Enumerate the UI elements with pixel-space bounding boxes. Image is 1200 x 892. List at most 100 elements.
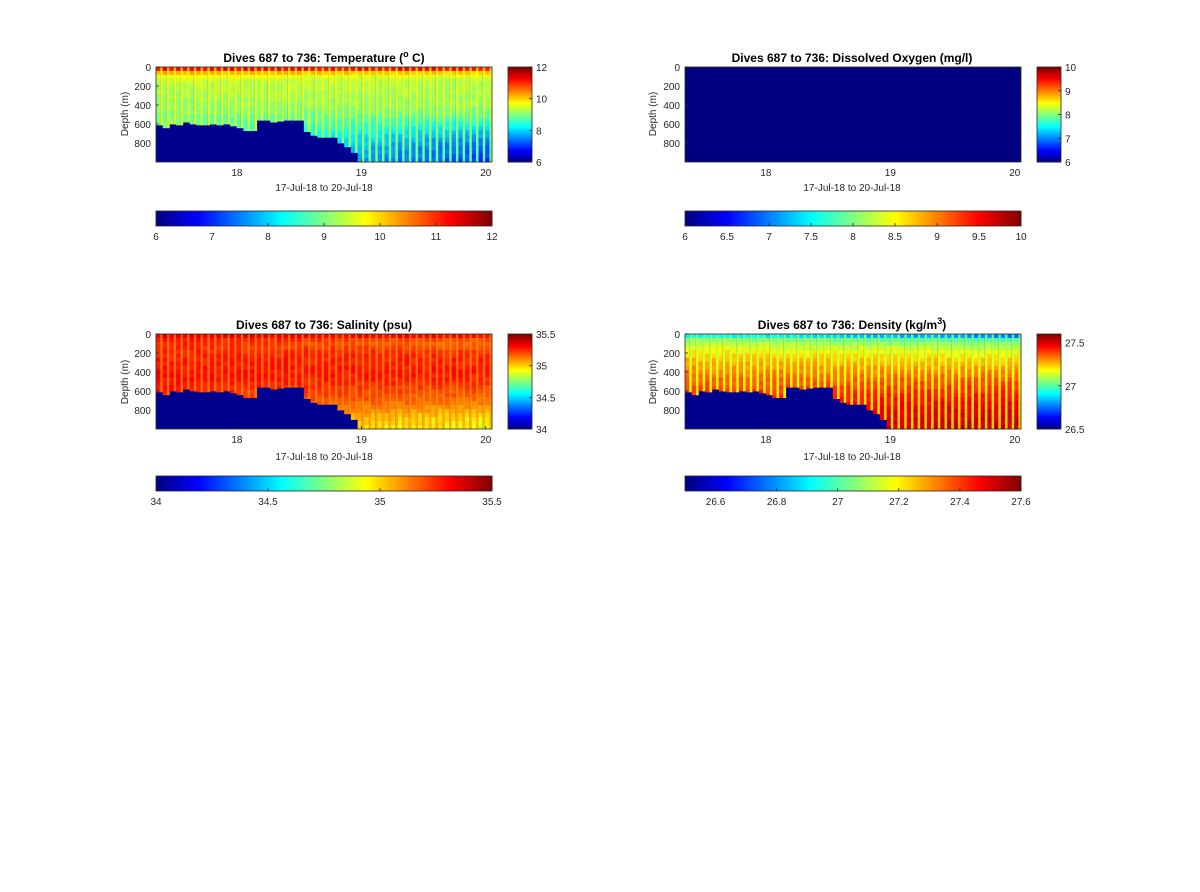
heatmap-cell [240,345,244,351]
heatmap-cell [431,67,436,72]
heatmap-cell [404,397,409,402]
heatmap-cell [203,353,208,359]
heatmap-cell [765,373,770,378]
heatmap-cell [303,389,309,394]
heatmap-cell [287,78,291,84]
heatmap-cell [381,413,385,418]
heatmap-cell [415,98,419,104]
heatmap-cell [415,425,419,430]
heatmap-cell [341,341,345,347]
heatmap-cell [256,118,261,121]
heatmap-cell [478,134,483,139]
heatmap-cell [209,102,214,107]
heatmap-cell [227,70,231,76]
heatmap-cell [476,377,479,382]
heatmap-cell [250,67,255,72]
heatmap-cell [745,345,750,351]
heatmap-cell [742,377,746,382]
heatmap-cell [444,389,450,394]
heatmap-cell [422,409,426,414]
colorbar-swatch [338,476,342,491]
heatmap-cell [695,353,699,359]
heatmap-cell [772,337,777,343]
heatmap-cell [368,94,372,100]
heatmap-cell [482,425,486,430]
colorbar-swatch [1037,147,1061,150]
heatmap-cell [290,334,295,339]
colorbar-tick-label: 9 [1065,87,1071,98]
heatmap-cell [236,381,241,386]
heatmap-cell [308,114,311,119]
heatmap-cell [240,102,244,107]
heatmap-cell [344,98,349,104]
heatmap-cell [350,349,356,355]
heatmap-cell [732,377,737,382]
heatmap-cell [395,353,399,359]
heatmap-cell [418,138,423,143]
heatmap-cell [213,369,217,374]
heatmap-cell [489,341,493,347]
heatmap-cell [213,345,217,351]
heatmap-cell [411,417,416,422]
heatmap-cell [458,361,463,367]
heatmap-cell [308,126,311,131]
heatmap-cell [489,138,493,143]
heatmap-cell [328,334,332,339]
heatmap-cell [328,130,332,135]
heatmap-cell [330,361,335,367]
heatmap-cell [274,74,278,80]
heatmap-cell [424,417,429,422]
heatmap-cell [236,98,241,104]
heatmap-cell [431,130,436,135]
heatmap-cell [489,349,493,355]
heatmap-cell [756,381,760,386]
heatmap-cell [779,377,784,382]
heatmap-cell [729,357,733,363]
heatmap-cell [469,397,473,402]
heatmap-cell [227,349,231,355]
heatmap-cell [695,357,699,363]
colorbar-swatch [508,417,532,420]
heatmap-cell [742,353,746,359]
heatmap-cell [324,67,329,72]
heatmap-cell [695,365,699,371]
heatmap-cell [489,357,493,363]
heatmap-cell [685,337,690,343]
colorbar-swatch [508,102,532,105]
colorbar-swatch [163,211,167,226]
heatmap-cell [229,377,235,382]
heatmap-cell [377,405,382,410]
heatmap-cell [290,361,295,367]
colorbar-swatch [842,211,847,226]
heatmap-cell [317,377,322,382]
heatmap-cell [408,337,412,343]
heatmap-cell [341,114,345,119]
heatmap-cell [418,401,423,406]
heatmap-cell [772,369,777,374]
heatmap-cell [348,369,352,374]
heatmap-cell [348,381,352,386]
heatmap-cell [476,393,479,398]
heatmap-cell [260,78,264,84]
heatmap-cell [187,357,190,363]
heatmap-cell [162,74,167,80]
heatmap-cell [789,337,793,343]
heatmap-cell [449,397,452,402]
heatmap-cell [328,126,332,131]
heatmap-cell [236,106,241,111]
heatmap-cell [415,373,419,378]
heatmap-cell [402,413,405,418]
heatmap-cell [176,377,181,382]
heatmap-cell [776,373,780,378]
heatmap-cell [431,146,436,151]
heatmap-cell [458,353,463,359]
heatmap-cell [476,106,479,111]
heatmap-cell [435,365,439,371]
heatmap-cell [444,154,450,159]
heatmap-cell [408,138,412,143]
heatmap-cell [455,425,459,430]
colorbar-swatch [170,211,174,226]
heatmap-cell [471,341,477,347]
heatmap-cell [207,385,211,390]
heatmap-cell [283,353,288,359]
